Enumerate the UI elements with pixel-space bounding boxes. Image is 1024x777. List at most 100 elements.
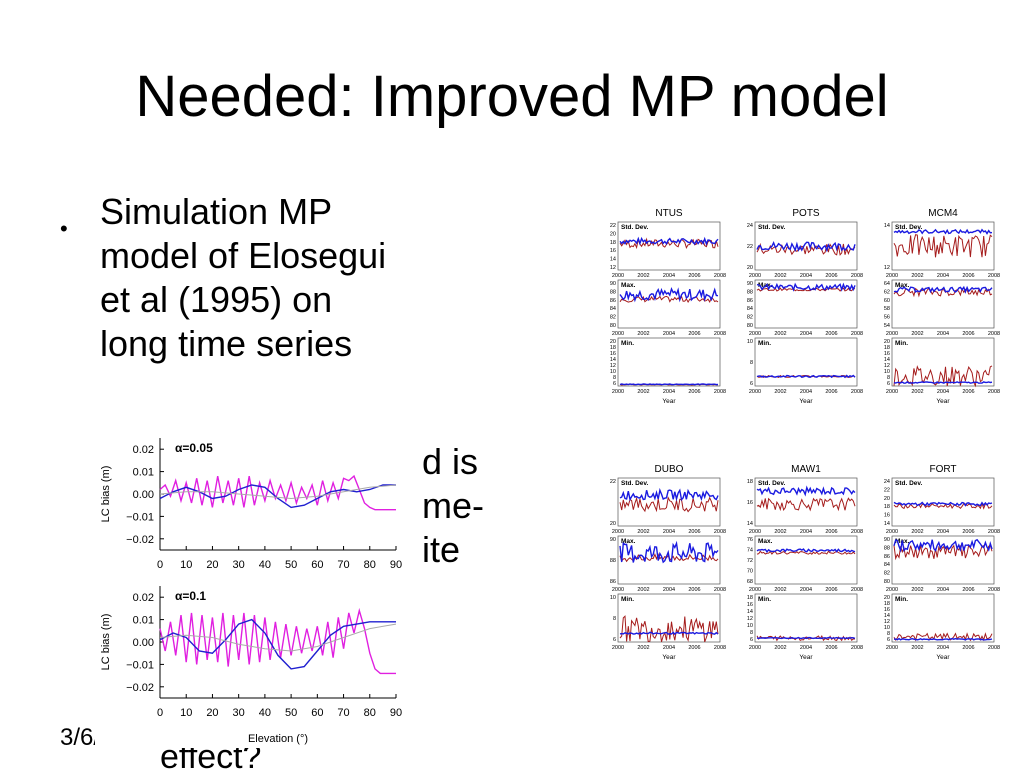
red-series-line xyxy=(619,237,719,250)
x-tick-label: 2002 xyxy=(911,331,923,337)
panel-label: Max. xyxy=(621,538,636,545)
x-tick-label: 2006 xyxy=(688,273,700,279)
x-tick-label: 2006 xyxy=(688,587,700,593)
y-tick-label: 0.01 xyxy=(133,615,154,627)
y-tick-label: 54 xyxy=(884,323,890,329)
station-title: POTS xyxy=(792,208,820,219)
y-tick-label: 80 xyxy=(884,579,890,585)
x-tick-label: 2002 xyxy=(637,331,649,337)
y-tick-label: 24 xyxy=(884,479,890,485)
red-series-line xyxy=(893,365,993,388)
y-tick-label: 0.00 xyxy=(133,489,154,501)
panel-label: Std. Dev. xyxy=(621,224,649,231)
y-tick-label: 16 xyxy=(884,513,890,519)
y-tick-label: 12 xyxy=(747,616,753,622)
y-tick-label: 6 xyxy=(887,381,890,387)
x-tick-label: 2002 xyxy=(637,389,649,395)
y-axis-label: LC bias (m) xyxy=(100,466,112,523)
x-tick-label: 90 xyxy=(390,707,402,719)
station-timeseries-figure: NTUS Std. Dev. 22 20 18 16 14 12 2000 2002 2004 200… xyxy=(590,200,1000,700)
x-tick-label: 2008 xyxy=(714,587,726,593)
x-tick-label: 90 xyxy=(390,559,402,571)
y-tick-label: 88 xyxy=(747,289,753,295)
y-tick-label: 6 xyxy=(613,637,616,643)
y-tick-label: 14 xyxy=(610,257,616,263)
x-tick-label: 2002 xyxy=(774,529,786,535)
y-tick-label: 88 xyxy=(610,289,616,295)
y-tick-label: 88 xyxy=(884,545,890,551)
x-tick-label: 2008 xyxy=(988,587,1000,593)
station-panel-frame xyxy=(617,221,721,271)
y-tick-label: 20 xyxy=(884,339,890,345)
x-tick-label: 30 xyxy=(233,559,245,571)
x-tick-label: 2000 xyxy=(749,587,761,593)
y-tick-label: 14 xyxy=(884,357,890,363)
x-tick-label: 2000 xyxy=(612,529,624,535)
y-tick-label: 18 xyxy=(610,345,616,351)
y-tick-label: 80 xyxy=(610,323,616,329)
x-tick-label: 2006 xyxy=(825,645,837,651)
panel-label: Std. Dev. xyxy=(895,224,923,231)
y-tick-label: 84 xyxy=(884,562,890,568)
alpha-annotation: α=0.1 xyxy=(175,589,206,603)
y-tick-label: 20 xyxy=(610,339,616,345)
x-tick-label: 50 xyxy=(285,707,297,719)
y-tick-label: 16 xyxy=(884,351,890,357)
x-tick-label: 2008 xyxy=(988,645,1000,651)
occluded-line: ite xyxy=(422,529,461,570)
bullet-line: et al (1995) on xyxy=(100,279,333,320)
y-tick-label: 80 xyxy=(747,323,753,329)
y-tick-label: 74 xyxy=(747,548,753,554)
station-title: DUBO xyxy=(655,464,684,475)
x-tick-label: 2000 xyxy=(886,389,898,395)
x-tick-label: 2004 xyxy=(800,529,812,535)
blue-series-line xyxy=(756,485,856,497)
y-tick-label: −0.02 xyxy=(126,534,154,546)
x-axis-label: Year xyxy=(662,654,676,661)
blue-series-line xyxy=(756,548,856,553)
y-tick-label: 22 xyxy=(747,244,753,250)
lc-bias-svg: 0.02 0.01 0.00 −0.01 −0.02 0 10 20 30 40 50 60 70 80 9… xyxy=(100,438,402,745)
blue-series-line xyxy=(893,501,993,507)
x-tick-label: 2008 xyxy=(714,529,726,535)
y-tick-label: 8 xyxy=(613,616,616,622)
y-tick-label: 16 xyxy=(747,500,753,506)
x-tick-label: 2004 xyxy=(663,587,675,593)
panel-label: Min. xyxy=(758,340,771,347)
x-tick-label: 2004 xyxy=(663,645,675,651)
y-tick-label: 16 xyxy=(747,602,753,608)
y-tick-label: 22 xyxy=(884,487,890,493)
y-tick-label: 10 xyxy=(610,369,616,375)
blue-series-line xyxy=(619,487,719,502)
panel-label: Min. xyxy=(621,596,634,603)
y-tick-label: 18 xyxy=(610,240,616,246)
x-tick-label: 2000 xyxy=(749,645,761,651)
y-tick-label: 14 xyxy=(884,521,890,527)
x-tick-label: 2008 xyxy=(714,389,726,395)
slide-title: Needed: Improved MP model xyxy=(135,64,889,129)
x-tick-label: 10 xyxy=(180,559,192,571)
station-panel-frame xyxy=(754,337,858,387)
station-panel-frame xyxy=(754,593,858,643)
y-tick-label: 86 xyxy=(610,579,616,585)
bullet-line: model of Elosegui xyxy=(100,235,387,276)
red-series-line xyxy=(756,287,856,292)
blue-series-line xyxy=(756,374,856,379)
x-tick-label: 40 xyxy=(259,707,271,719)
x-tick-label: 2004 xyxy=(800,273,812,279)
x-axis-label: Year xyxy=(936,398,950,405)
x-tick-label: 2000 xyxy=(612,331,624,337)
bias-series-line xyxy=(159,474,396,511)
x-tick-label: 2000 xyxy=(612,645,624,651)
y-tick-label: −0.02 xyxy=(126,682,154,694)
y-tick-label: 20 xyxy=(610,521,616,527)
x-tick-label: 2008 xyxy=(988,273,1000,279)
y-tick-label: 10 xyxy=(747,339,753,345)
y-tick-label: 86 xyxy=(747,298,753,304)
y-tick-label: −0.01 xyxy=(126,511,154,523)
y-tick-label: 14 xyxy=(747,521,753,527)
y-tick-label: 20 xyxy=(884,595,890,601)
x-tick-label: 2000 xyxy=(612,389,624,395)
